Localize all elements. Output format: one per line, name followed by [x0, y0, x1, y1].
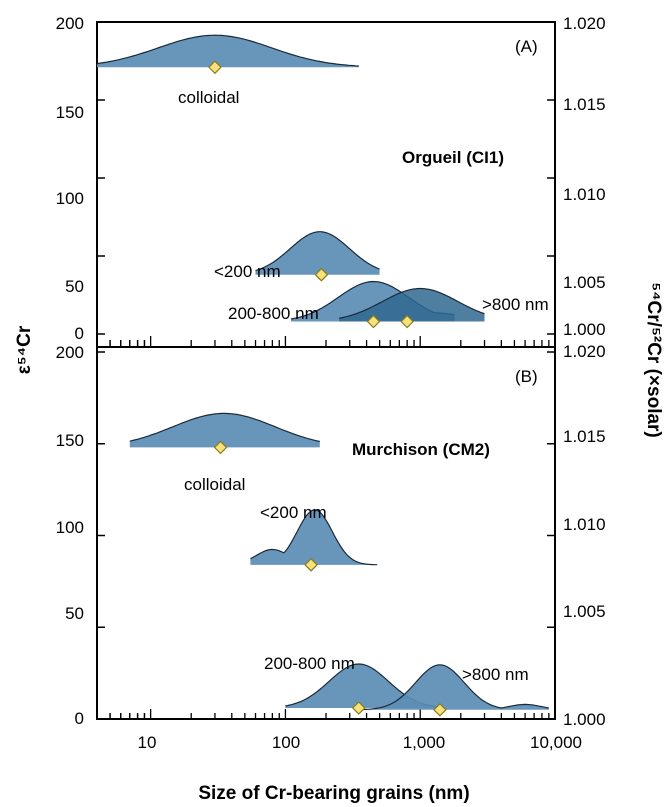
y-tick-a-0: 0: [75, 324, 84, 343]
y2-tick-b-1000: 1.000: [563, 710, 606, 729]
mean-marker-diamond: [366, 314, 381, 329]
y-tick-b-100: 100: [56, 518, 84, 537]
y2-tick-a-1005: 1.005: [563, 273, 606, 292]
panel-a-label-colloidal: colloidal: [178, 88, 239, 107]
mean-marker-diamond: [208, 60, 222, 75]
y-tick-b-150: 150: [56, 431, 84, 450]
x-tick-label-10: 10: [138, 733, 157, 752]
density-shape-colloidal: [97, 35, 359, 68]
mean-marker-diamond: [351, 701, 366, 715]
panel-a-label-200-800: 200-800 nm: [228, 304, 319, 323]
density-outline: [358, 664, 549, 711]
density-outline: [129, 412, 320, 443]
x-tick-label-10000: 10,000: [530, 733, 582, 752]
y-axis-title-left: ε⁵⁴Cr: [14, 325, 35, 374]
density-outline: [250, 509, 378, 566]
x-tick-label-100: 100: [272, 733, 300, 752]
mean-marker-diamond: [304, 558, 318, 572]
y2-tick-a-1015: 1.015: [563, 95, 606, 114]
panel-b-label-lt200: <200 nm: [260, 503, 327, 522]
density-outline: [339, 287, 485, 319]
y-axis-title-right: ⁵⁴Cr/⁵²Cr (×solar): [643, 282, 664, 438]
panel-b-label-gt800: >800 nm: [462, 665, 529, 684]
y2-tick-b-1005: 1.005: [563, 602, 606, 621]
density-outline: [96, 34, 359, 67]
x-axis-title: Size of Cr-bearing grains (nm): [198, 783, 469, 804]
panel-a-sample: Orgueil (CI1): [402, 148, 504, 167]
y-tick-a-50: 50: [65, 277, 84, 296]
density-shape--200-nm: [250, 509, 378, 565]
density-shape-colloidal: [129, 413, 320, 448]
density-shape--800-nm: [358, 664, 549, 710]
y2-tick-a-1000: 1.000: [563, 320, 606, 339]
panel-b-sample: Murchison (CM2): [352, 440, 490, 459]
density-shape--200-nm: [255, 231, 380, 275]
y2-tick-a-1020: 1.020: [563, 14, 606, 33]
mean-marker-diamond: [433, 702, 447, 717]
mean-marker-diamond: [400, 314, 414, 329]
panel-b-label-200-800: 200-800 nm: [264, 654, 355, 673]
y-tick-a-150: 150: [56, 103, 84, 122]
panel-a-label-gt800: >800 nm: [482, 295, 549, 314]
mean-marker-diamond: [213, 440, 228, 455]
panel-b-tag: (B): [515, 367, 538, 386]
y-tick-a-200: 200: [56, 14, 84, 33]
y2-tick-b-1020: 1.020: [563, 342, 606, 361]
y-tick-b-200: 200: [56, 343, 84, 362]
panel-a-tag: (A): [515, 37, 538, 56]
y-tick-b-50: 50: [65, 604, 84, 623]
y-tick-a-100: 100: [56, 189, 84, 208]
y2-tick-b-1015: 1.015: [563, 427, 606, 446]
y2-tick-b-1010: 1.010: [563, 515, 606, 534]
mean-marker-diamond: [314, 267, 329, 282]
panel-a-label-lt200: <200 nm: [214, 262, 281, 281]
x-tick-label-1000: 1,000: [403, 733, 446, 752]
density-outline: [255, 231, 380, 272]
y2-tick-a-1010: 1.010: [563, 185, 606, 204]
y-tick-b-0: 0: [75, 709, 84, 728]
panel-b-label-colloidal: colloidal: [184, 475, 245, 494]
